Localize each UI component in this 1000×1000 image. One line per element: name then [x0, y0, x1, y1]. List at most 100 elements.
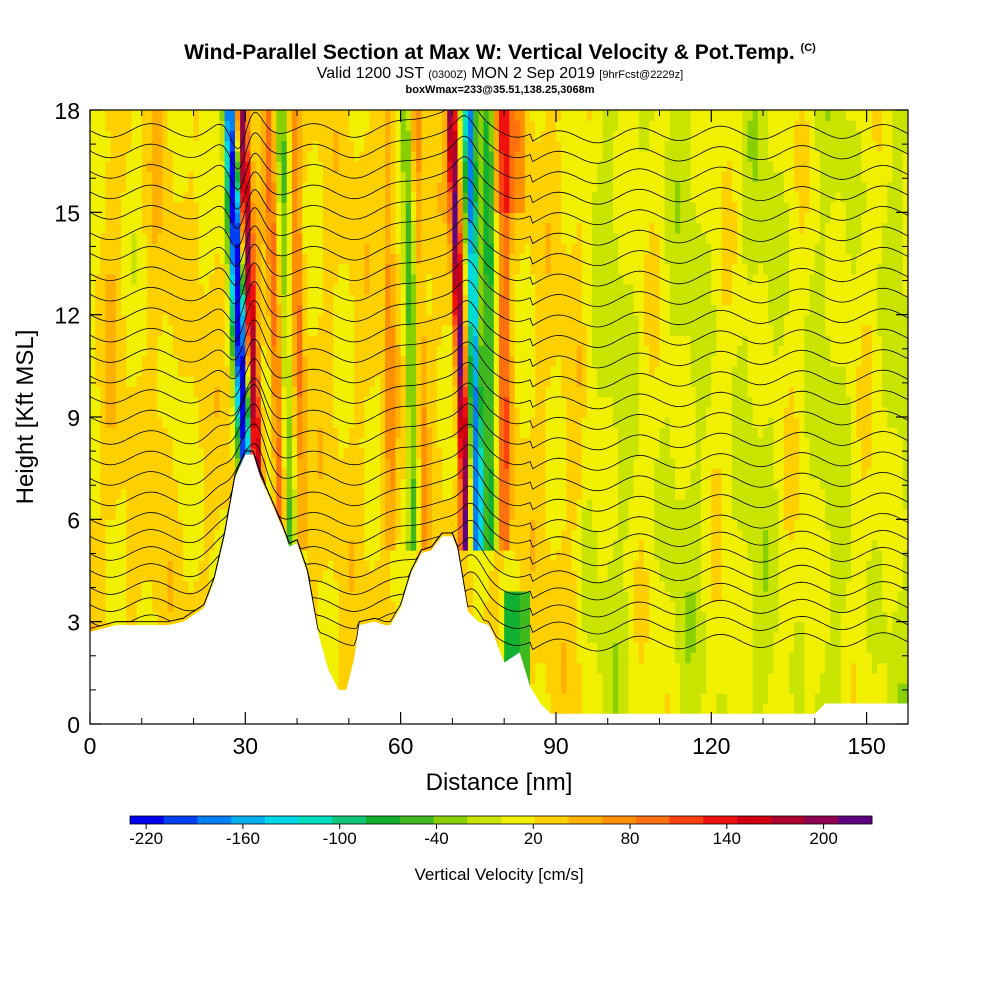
velocity-cell [457, 478, 464, 490]
velocity-cell [255, 263, 262, 275]
velocity-cell [333, 335, 340, 346]
velocity-cell [188, 498, 195, 510]
velocity-cell [364, 406, 371, 418]
velocity-cell [333, 406, 340, 418]
velocity-cell [447, 406, 454, 418]
velocity-cell [131, 590, 138, 602]
velocity-cell [121, 243, 127, 254]
velocity-cell [193, 243, 200, 254]
velocity-cell [504, 396, 510, 408]
velocity-cell [333, 191, 340, 203]
velocity-cell [297, 222, 303, 234]
velocity-cell [234, 355, 241, 367]
velocity-cell [447, 365, 454, 377]
velocity-cell [473, 488, 479, 500]
velocity-cell [178, 447, 184, 459]
velocity-cell [364, 611, 371, 623]
velocity-cell [410, 324, 417, 336]
velocity-cell [348, 601, 355, 613]
velocity-cell [395, 590, 402, 602]
velocity-cell [136, 304, 143, 316]
velocity-cell [183, 191, 189, 203]
velocity-cell [390, 273, 397, 285]
velocity-cell [338, 365, 345, 377]
velocity-cell [146, 386, 153, 398]
velocity-cell [224, 396, 231, 408]
velocity-cell [426, 417, 433, 428]
velocity-cell [115, 222, 122, 234]
velocity-cell [410, 243, 417, 254]
velocity-cell [488, 355, 495, 367]
velocity-cell [354, 294, 360, 306]
velocity-cell [379, 519, 386, 531]
velocity-cell [146, 171, 153, 183]
velocity-cell [90, 580, 96, 592]
velocity-cell [467, 519, 474, 531]
velocity-cell [188, 519, 195, 531]
velocity-cell [307, 314, 314, 326]
velocity-cell [276, 304, 283, 316]
velocity-cell [198, 294, 205, 306]
velocity-cell [416, 253, 422, 265]
velocity-cell [488, 376, 495, 387]
velocity-cell [452, 478, 459, 490]
velocity-cell [115, 611, 122, 623]
velocity-cell [317, 222, 324, 234]
velocity-cell [266, 335, 272, 346]
velocity-cell [100, 212, 107, 224]
velocity-cell [234, 335, 241, 346]
velocity-cell [364, 355, 371, 367]
velocity-cell [141, 171, 148, 183]
velocity-cell [188, 273, 195, 285]
velocity-cell [100, 468, 107, 479]
velocity-cell [348, 631, 355, 643]
velocity-cell [224, 478, 231, 490]
velocity-cell [110, 335, 117, 346]
velocity-cell [136, 468, 143, 479]
velocity-cell [146, 202, 153, 213]
velocity-cell [126, 222, 133, 234]
velocity-cell [121, 120, 127, 132]
velocity-cell [442, 110, 448, 121]
velocity-cell [110, 488, 117, 500]
velocity-cell [416, 396, 422, 408]
velocity-cell [421, 468, 428, 479]
velocity-cell [333, 560, 340, 572]
velocity-cell [90, 437, 96, 449]
velocity-cell [152, 396, 158, 408]
velocity-cell [167, 601, 174, 613]
velocity-cell [307, 570, 314, 582]
velocity-cell [374, 539, 381, 551]
velocity-cell [499, 468, 505, 479]
velocity-cell [405, 539, 412, 551]
velocity-cell [395, 232, 402, 244]
velocity-cell [436, 324, 443, 336]
velocity-cell [209, 171, 215, 183]
velocity-cell [369, 335, 376, 346]
velocity-cell [431, 110, 438, 121]
velocity-cell [95, 130, 101, 142]
velocity-cell [322, 509, 329, 520]
velocity-cell [364, 171, 371, 183]
velocity-cell [421, 140, 428, 152]
velocity-cell [146, 550, 153, 561]
velocity-cell [276, 376, 283, 387]
velocity-cell [90, 468, 96, 479]
velocity-cell [131, 417, 138, 428]
velocity-cell [488, 406, 495, 418]
velocity-cell [302, 191, 309, 203]
velocity-cell [302, 253, 309, 265]
velocity-cell [493, 539, 500, 551]
velocity-cell [219, 376, 226, 387]
velocity-cell [193, 529, 200, 541]
velocity-cell [167, 550, 174, 561]
velocity-cell [379, 212, 386, 224]
velocity-cell [260, 263, 267, 275]
velocity-cell [436, 130, 443, 142]
velocity-cell [410, 161, 417, 172]
velocity-cell [214, 150, 221, 162]
velocity-cell [131, 345, 138, 357]
velocity-cell [364, 601, 371, 613]
velocity-cell [338, 396, 345, 408]
